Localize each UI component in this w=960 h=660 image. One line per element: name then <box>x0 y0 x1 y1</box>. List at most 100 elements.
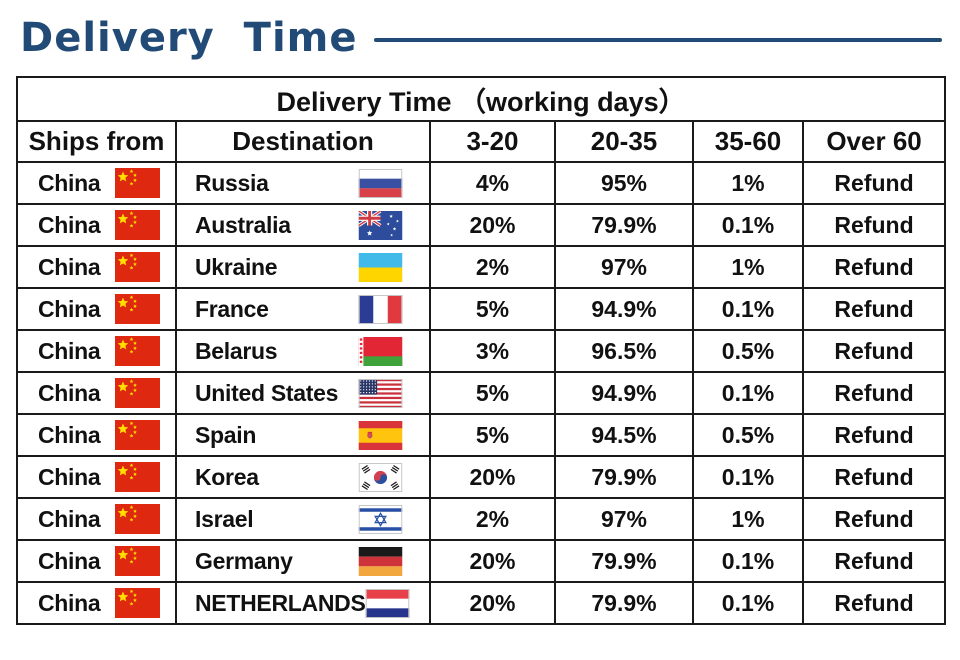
destination-label: NETHERLANDS <box>195 589 366 616</box>
over-60-value: Refund <box>801 329 947 373</box>
table-row: China Belarus 3% 96.5% 0.5% Refund <box>16 329 947 373</box>
over-60-value: Refund <box>801 245 947 289</box>
china-flag-icon <box>115 588 160 618</box>
pct-35-60-value: 0.1% <box>692 371 804 415</box>
table-row: China Australia 20% 79.9% 0.1% Refund <box>16 203 947 247</box>
pct-3-20-value: 4% <box>429 161 556 205</box>
netherlands-flag-icon <box>365 588 410 618</box>
ships-from-label: China <box>38 379 101 406</box>
table-caption: Delivery Time （working days） <box>15 76 947 122</box>
over-60-value: Refund <box>801 497 947 541</box>
pct-20-35-value: 97% <box>554 245 694 289</box>
pct-35-60-value: 0.5% <box>692 413 804 457</box>
over-60-value: Refund <box>801 371 947 415</box>
col-header-3-20: 3-20 <box>429 120 556 163</box>
ships-from-label: China <box>38 505 101 532</box>
pct-3-20-value: 20% <box>429 203 556 247</box>
over-60-value: Refund <box>801 203 947 247</box>
delivery-time-table: Delivery Time （working days） Ships from … <box>15 76 947 625</box>
table-row: China NETHERLANDS 20% 79.9% 0.1% Refund <box>16 581 947 625</box>
ships-from-label: China <box>38 589 101 616</box>
destination-label: Korea <box>195 463 259 490</box>
ships-from-label: China <box>38 547 101 574</box>
russia-flag-icon <box>358 168 403 198</box>
table-row: China Spain 5% 94.5% 0.5% Refund <box>16 413 947 457</box>
table-body: China Russia 4% 95% 1% Refund China Aust… <box>16 161 947 625</box>
table-row: China Russia 4% 95% 1% Refund <box>16 161 947 205</box>
page-header: Delivery Time <box>0 0 960 60</box>
over-60-value: Refund <box>801 539 947 583</box>
pct-35-60-value: 0.1% <box>692 539 804 583</box>
pct-3-20-value: 20% <box>429 539 556 583</box>
israel-flag-icon <box>358 504 403 534</box>
destination-label: Australia <box>195 211 291 238</box>
over-60-value: Refund <box>801 161 947 205</box>
pct-20-35-value: 79.9% <box>554 203 694 247</box>
destination-label: Germany <box>195 547 293 574</box>
title-rule-line <box>373 38 942 42</box>
pct-3-20-value: 2% <box>429 245 556 289</box>
pct-20-35-value: 95% <box>554 161 694 205</box>
pct-3-20-value: 20% <box>429 581 556 625</box>
table-header-row: Ships from Destination 3-20 20-35 35-60 … <box>16 120 947 163</box>
pct-20-35-value: 94.5% <box>554 413 694 457</box>
ships-from-label: China <box>38 337 101 364</box>
destination-label: Ukraine <box>195 253 278 280</box>
pct-35-60-value: 0.1% <box>692 287 804 331</box>
over-60-value: Refund <box>801 287 947 331</box>
pct-35-60-value: 1% <box>692 497 804 541</box>
australia-flag-icon <box>358 210 403 240</box>
pct-3-20-value: 5% <box>429 287 556 331</box>
table-caption-row: Delivery Time （working days） <box>15 76 947 122</box>
col-header-35-60: 35-60 <box>692 120 804 163</box>
ships-from-label: China <box>38 463 101 490</box>
over-60-value: Refund <box>801 455 947 499</box>
ships-from-label: China <box>38 211 101 238</box>
destination-label: Belarus <box>195 337 278 364</box>
ships-from-label: China <box>38 253 101 280</box>
china-flag-icon <box>115 420 160 450</box>
destination-label: Russia <box>195 169 269 196</box>
pct-20-35-value: 96.5% <box>554 329 694 373</box>
ships-from-label: China <box>38 169 101 196</box>
china-flag-icon <box>115 378 160 408</box>
col-header-ships-from: Ships from <box>16 120 177 163</box>
over-60-value: Refund <box>801 581 947 625</box>
pct-35-60-value: 0.1% <box>692 455 804 499</box>
china-flag-icon <box>115 252 160 282</box>
table-row: China Germany 20% 79.9% 0.1% Refund <box>16 539 947 583</box>
ships-from-label: China <box>38 295 101 322</box>
pct-3-20-value: 20% <box>429 455 556 499</box>
germany-flag-icon <box>358 546 403 576</box>
table-row: China Israel 2% 97% 1% Refund <box>16 497 947 541</box>
pct-3-20-value: 3% <box>429 329 556 373</box>
usa-flag-icon <box>358 378 403 408</box>
china-flag-icon <box>115 462 160 492</box>
pct-35-60-value: 1% <box>692 245 804 289</box>
spain-flag-icon <box>358 420 403 450</box>
col-header-20-35: 20-35 <box>554 120 694 163</box>
pct-35-60-value: 0.5% <box>692 329 804 373</box>
china-flag-icon <box>115 168 160 198</box>
pct-20-35-value: 94.9% <box>554 371 694 415</box>
ukraine-flag-icon <box>358 252 403 282</box>
pct-20-35-value: 94.9% <box>554 287 694 331</box>
china-flag-icon <box>115 546 160 576</box>
pct-20-35-value: 97% <box>554 497 694 541</box>
destination-label: France <box>195 295 269 322</box>
pct-20-35-value: 79.9% <box>554 581 694 625</box>
page-title: Delivery Time <box>20 15 358 61</box>
china-flag-icon <box>115 294 160 324</box>
pct-20-35-value: 79.9% <box>554 455 694 499</box>
china-flag-icon <box>115 504 160 534</box>
pct-35-60-value: 0.1% <box>692 581 804 625</box>
pct-3-20-value: 2% <box>429 497 556 541</box>
destination-label: United States <box>195 379 339 406</box>
pct-3-20-value: 5% <box>429 371 556 415</box>
destination-label: Israel <box>195 505 254 532</box>
korea-flag-icon <box>358 462 403 492</box>
table-row: China France 5% 94.9% 0.1% Refund <box>16 287 947 331</box>
china-flag-icon <box>115 210 160 240</box>
china-flag-icon <box>115 336 160 366</box>
over-60-value: Refund <box>801 413 947 457</box>
